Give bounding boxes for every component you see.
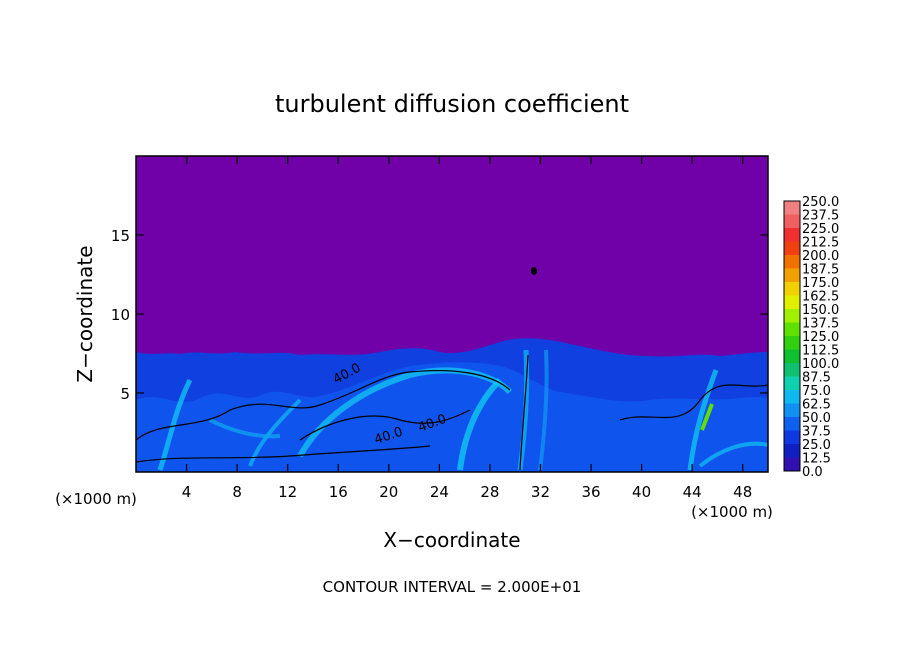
contour-line-1 (136, 370, 511, 441)
y-tick-label: 10 (111, 306, 130, 324)
y-axis-label: Z−coordinate (73, 245, 97, 382)
chart-title: turbulent diffusion coefficient (275, 90, 629, 118)
x-tick-label: 24 (430, 483, 449, 501)
colorbar-label: 37.5 (802, 425, 831, 440)
x-axis: 4 8 12 16 20 24 28 32 36 40 44 48 (182, 156, 752, 501)
filament-8 (698, 441, 768, 468)
filament-4 (457, 377, 503, 471)
colorbar-label: 12.5 (802, 452, 831, 467)
colorbar-swatch (784, 228, 800, 242)
mid-layer (136, 362, 768, 472)
contour-line-3 (519, 354, 529, 471)
colorbar-swatch (784, 457, 800, 471)
colorbar-swatch (784, 376, 800, 390)
filament-3 (248, 398, 302, 467)
y-tick-label: 15 (111, 227, 130, 245)
y-axis: 5 10 15 (111, 227, 768, 403)
colorbar-label: 200.0 (802, 249, 839, 264)
filament-5 (517, 349, 530, 471)
contour-line-2 (299, 409, 471, 441)
x-tick-label: 12 (278, 483, 297, 501)
colorbar-label: 150.0 (802, 303, 839, 318)
contour-line-5 (136, 445, 431, 463)
colorbar-swatch (784, 363, 800, 377)
x-unit-right: (×1000 m) (691, 503, 773, 521)
colorbar-swatch (784, 282, 800, 296)
colorbar-swatch (784, 444, 800, 458)
contour-line-4 (619, 384, 768, 421)
x-tick-label: 8 (232, 483, 242, 501)
colorbar-swatch (784, 322, 800, 336)
colorbar-swatch (784, 268, 800, 282)
colorbar-swatch (784, 390, 800, 404)
colorbar-label: 212.5 (802, 236, 839, 251)
x-tick-label: 16 (329, 483, 348, 501)
filament-7 (687, 369, 719, 471)
colorbar-label: 162.5 (802, 290, 839, 305)
colorbar-swatch (784, 255, 800, 269)
colorbar-swatch (784, 403, 800, 417)
x-unit-left: (×1000 m) (55, 490, 137, 508)
colorbar-swatch (784, 430, 800, 444)
colorbar-swatch (784, 214, 800, 228)
x-tick-label: 48 (733, 483, 752, 501)
colorbar-label: 137.5 (802, 317, 839, 332)
colorbar-swatch (784, 309, 800, 323)
colorbar-label: 0.0 (802, 465, 823, 480)
colorbar-label: 237.5 (802, 209, 839, 224)
colorbar-label: 75.0 (802, 384, 831, 399)
colorbar-label: 125.0 (802, 330, 839, 345)
colorbar-label: 187.5 (802, 263, 839, 278)
colorbar-label: 250.0 (802, 195, 839, 210)
colorbar-label: 175.0 (802, 276, 839, 291)
colorbar-swatch (784, 241, 800, 255)
colorbar-swatch (784, 336, 800, 350)
x-tick-label: 36 (581, 483, 600, 501)
colorbar-swatch (784, 349, 800, 363)
x-tick-label: 28 (480, 483, 499, 501)
x-axis-label: X−coordinate (383, 528, 520, 552)
filament-2 (157, 378, 193, 471)
contour-interval: CONTOUR INTERVAL = 2.000E+01 (323, 578, 582, 596)
colorbar-label: 25.0 (802, 438, 831, 453)
plot-area: 40.0 40.0 40.0 4 8 12 16 20 24 28 32 36 40 44 48 51… (111, 155, 769, 501)
colorbar-swatch (784, 417, 800, 431)
y-tick-label: 5 (120, 385, 130, 403)
colorbar-label: 87.5 (802, 371, 831, 386)
x-tick-label: 20 (379, 483, 398, 501)
colorbar-label: 62.5 (802, 398, 831, 413)
colorbar-label: 225.0 (802, 222, 839, 237)
x-tick-label: 4 (182, 483, 192, 501)
filament-peak (700, 403, 714, 431)
filament-6 (538, 349, 549, 471)
colorbar-swatch (784, 295, 800, 309)
colorbar: 250.0237.5225.0212.5200.0187.5175.0162.5… (783, 195, 839, 480)
filament-9 (209, 418, 281, 439)
colorbar-frame (783, 200, 801, 472)
colorbar-label: 100.0 (802, 357, 839, 372)
colorbar-label: 50.0 (802, 411, 831, 426)
x-tick-label: 44 (683, 483, 702, 501)
turbulence-field: 40.0 40.0 40.0 (136, 267, 768, 472)
colorbar-swatch (784, 201, 800, 215)
x-tick-label: 40 (632, 483, 651, 501)
isolated-contour (531, 267, 537, 275)
colorbar-label: 112.5 (802, 344, 839, 359)
x-tick-label: 32 (531, 483, 550, 501)
